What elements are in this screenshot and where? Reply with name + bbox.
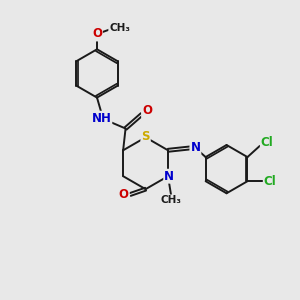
Text: O: O bbox=[142, 104, 152, 117]
Text: O: O bbox=[92, 28, 102, 40]
Text: Cl: Cl bbox=[264, 175, 277, 188]
Text: Cl: Cl bbox=[261, 136, 274, 149]
Text: N: N bbox=[190, 141, 200, 154]
Text: N: N bbox=[164, 170, 174, 183]
Text: CH₃: CH₃ bbox=[160, 195, 182, 205]
Text: O: O bbox=[119, 188, 129, 201]
Text: S: S bbox=[141, 130, 150, 143]
Text: CH₃: CH₃ bbox=[109, 22, 130, 32]
Text: NH: NH bbox=[92, 112, 111, 125]
